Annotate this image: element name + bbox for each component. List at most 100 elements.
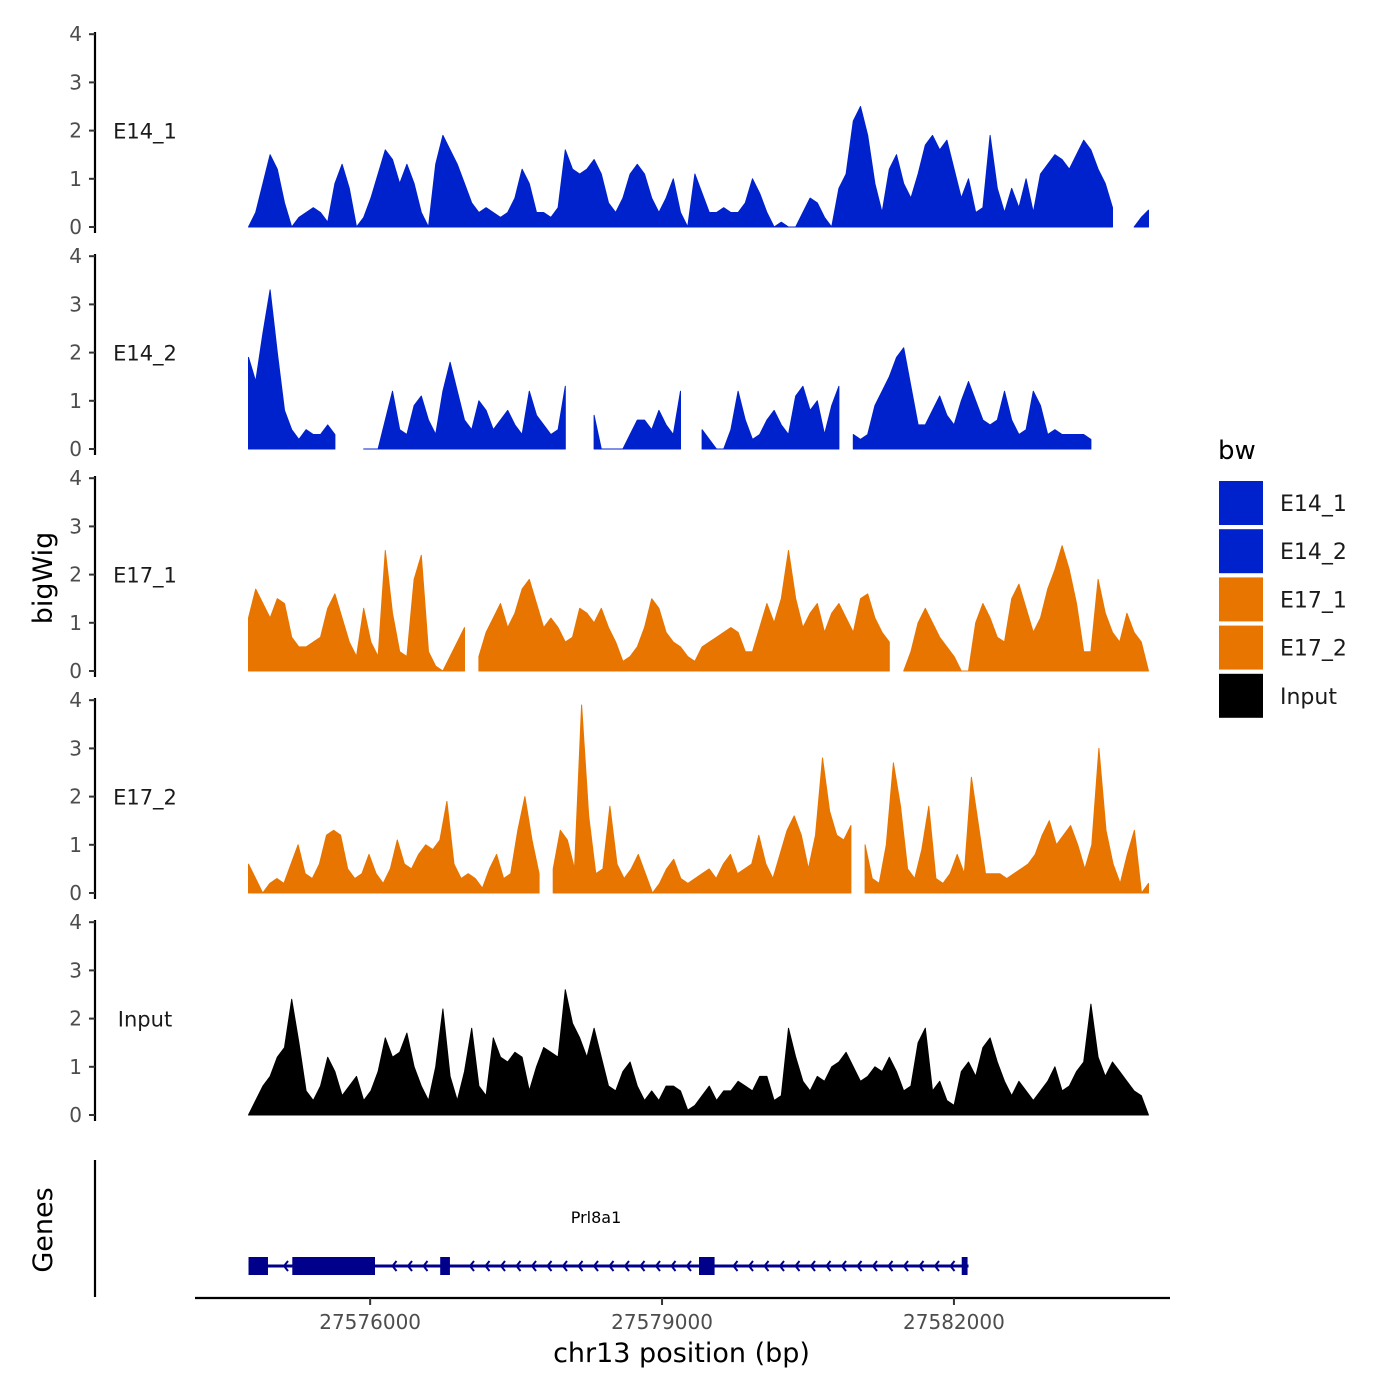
- y-tick-label-e17-2: 3: [69, 736, 82, 760]
- gene-name-label: Prl8a1: [571, 1208, 622, 1227]
- gene-strand-chevron: [794, 1260, 801, 1272]
- gene-exon-3: [440, 1257, 450, 1275]
- x-axis-title: chr13 position (bp): [553, 1338, 810, 1369]
- gene-strand-chevron: [515, 1260, 522, 1272]
- y-tick-label-input: 1: [69, 1055, 82, 1079]
- y-tick-label-input: 0: [69, 1103, 82, 1127]
- y-tick-label-e17-2: 1: [69, 833, 82, 857]
- gene-strand-chevron: [639, 1260, 646, 1272]
- gene-strand-chevron: [608, 1260, 615, 1272]
- gene-strand-chevron: [763, 1260, 770, 1272]
- y-tick-label-input: 4: [69, 910, 82, 934]
- gene-strand-chevron: [809, 1260, 816, 1272]
- area-e14-2-segment-0: [248, 289, 336, 450]
- y-tick-label-e14-1: 0: [69, 215, 82, 239]
- gene-strand-chevron: [499, 1260, 506, 1272]
- track-label-e14-2: E14_2: [113, 342, 177, 367]
- area-e17-2-segment-1: [552, 704, 852, 894]
- y-tick-label-e17-1: 3: [69, 514, 82, 538]
- gene-exon-4: [699, 1257, 715, 1275]
- y-tick-label-e14-1: 3: [69, 70, 82, 94]
- gene-strand-chevron: [468, 1260, 475, 1272]
- legend-label-e17-2: E17_2: [1280, 637, 1347, 662]
- area-e17-2-segment-2: [864, 747, 1149, 894]
- y-tick-label-e14-2: 3: [69, 292, 82, 316]
- y-tick-label-e14-2: 0: [69, 437, 82, 461]
- gene-exon-2: [292, 1257, 376, 1275]
- gene-strand-chevron: [670, 1260, 677, 1272]
- area-e17-1-segment-1: [478, 550, 890, 672]
- gene-strand-chevron: [778, 1260, 785, 1272]
- gene-strand-chevron: [918, 1260, 925, 1272]
- legend-label-e14-2: E14_2: [1280, 540, 1347, 565]
- y-tick-label-e17-1: 4: [69, 466, 82, 490]
- gene-strand-chevron: [871, 1260, 878, 1272]
- y-tick-label-e14-2: 1: [69, 389, 82, 413]
- gene-strand-chevron: [561, 1260, 568, 1272]
- y-tick-label-e14-1: 1: [69, 167, 82, 191]
- gene-strand-chevron: [546, 1260, 553, 1272]
- area-input-segment-0: [248, 989, 1149, 1116]
- y-tick-label-e17-2: 4: [69, 688, 82, 712]
- y-tick-label-e17-1: 2: [69, 563, 82, 587]
- track-label-input: Input: [118, 1008, 172, 1032]
- y-tick-label-e14-2: 4: [69, 244, 82, 268]
- area-e14-2-segment-4: [852, 347, 1092, 450]
- area-e17-1-segment-0: [248, 550, 465, 672]
- track-label-e17-2: E17_2: [113, 786, 177, 811]
- gene-strand-chevron: [282, 1260, 289, 1272]
- y-tick-label-input: 2: [69, 1007, 82, 1031]
- gene-strand-chevron: [902, 1260, 909, 1272]
- gene-strand-chevron: [685, 1260, 692, 1272]
- gene-strand-chevron: [949, 1260, 956, 1272]
- track-label-e17-1: E17_1: [113, 564, 177, 589]
- legend-swatch-e17-1: [1219, 577, 1263, 622]
- legend-label-e17-1: E17_1: [1280, 588, 1347, 613]
- gene-strand-chevron: [933, 1260, 940, 1272]
- y-axis-title: bigWig: [28, 532, 59, 625]
- area-e17-2-segment-0: [248, 796, 540, 894]
- y-tick-label-e17-1: 0: [69, 659, 82, 683]
- y-tick-label-e17-2: 0: [69, 881, 82, 905]
- x-tick-label: 27582000: [903, 1310, 1005, 1334]
- gene-strand-chevron: [732, 1260, 739, 1272]
- gene-exon-5: [961, 1257, 968, 1275]
- legend-label-e14-1: E14_1: [1280, 492, 1347, 517]
- y-tick-label-e14-1: 4: [69, 22, 82, 46]
- gene-strand-chevron: [391, 1260, 398, 1272]
- gene-strand-chevron: [654, 1260, 661, 1272]
- gene-strand-chevron: [530, 1260, 537, 1272]
- track-label-e14-1: E14_1: [113, 120, 177, 145]
- area-e14-1-segment-1: [1133, 209, 1149, 228]
- legend-swatch-e17-2: [1219, 625, 1263, 670]
- gene-strand-chevron: [623, 1260, 630, 1272]
- area-e17-1-segment-2: [903, 545, 1149, 672]
- gene-strand-chevron: [856, 1260, 863, 1272]
- area-e14-1-segment-0: [248, 106, 1113, 228]
- x-tick-label: 27576000: [319, 1310, 421, 1334]
- y-tick-label-e14-2: 2: [69, 341, 82, 365]
- gene-strand-chevron: [577, 1260, 584, 1272]
- gene-strand-chevron: [887, 1260, 894, 1272]
- x-tick-label: 27579000: [611, 1310, 713, 1334]
- gene-strand-chevron: [825, 1260, 832, 1272]
- y-tick-label-input: 3: [69, 958, 82, 982]
- legend-title: bw: [1218, 436, 1256, 466]
- gene-strand-chevron: [484, 1260, 491, 1272]
- gene-strand-chevron: [592, 1260, 599, 1272]
- legend-swatch-e14-2: [1219, 529, 1263, 574]
- area-e14-2-segment-1: [363, 361, 566, 450]
- gene-exon-1: [248, 1257, 268, 1275]
- area-e14-2-segment-3: [701, 385, 840, 450]
- gene-strand-chevron: [422, 1260, 429, 1272]
- gene-strand-chevron: [747, 1260, 754, 1272]
- y-tick-label-e14-1: 2: [69, 119, 82, 143]
- legend-swatch-e14-1: [1219, 481, 1263, 525]
- legend-label-input: Input: [1280, 685, 1337, 710]
- y-tick-label-e17-1: 1: [69, 611, 82, 635]
- gene-strand-chevron: [406, 1260, 413, 1272]
- gene-strand-chevron: [840, 1260, 847, 1272]
- y-tick-label-e17-2: 2: [69, 785, 82, 809]
- genes-axis-title: Genes: [28, 1187, 59, 1272]
